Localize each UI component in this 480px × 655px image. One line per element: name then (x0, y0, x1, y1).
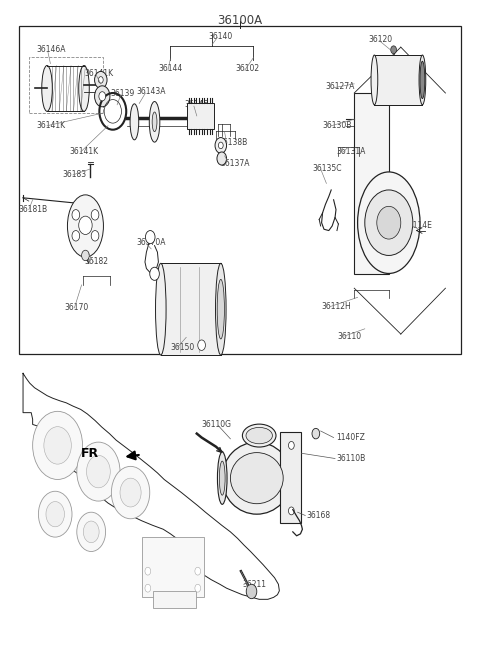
Ellipse shape (419, 55, 426, 105)
Circle shape (198, 340, 205, 350)
Circle shape (33, 411, 83, 479)
Circle shape (95, 71, 107, 88)
Ellipse shape (79, 66, 89, 111)
Bar (354, 93, 389, 274)
Ellipse shape (242, 424, 276, 447)
Bar (142, 537, 204, 597)
Circle shape (195, 584, 201, 592)
Ellipse shape (217, 279, 225, 339)
Circle shape (77, 442, 120, 501)
Ellipse shape (156, 263, 166, 355)
Bar (19, 26, 461, 354)
Ellipse shape (222, 442, 292, 514)
Ellipse shape (149, 102, 160, 142)
Text: 36143A: 36143A (137, 87, 166, 96)
Text: 36102: 36102 (235, 64, 259, 73)
Bar (29, 57, 103, 113)
Text: 36141K: 36141K (70, 147, 99, 157)
Circle shape (111, 466, 150, 519)
Ellipse shape (230, 453, 283, 504)
Text: 36110B: 36110B (336, 454, 365, 463)
Circle shape (365, 190, 413, 255)
Ellipse shape (67, 195, 104, 257)
Text: 36170A: 36170A (137, 238, 166, 247)
Circle shape (44, 426, 72, 464)
Circle shape (217, 152, 227, 165)
Ellipse shape (152, 112, 157, 132)
Ellipse shape (217, 452, 227, 504)
Text: 36181B: 36181B (18, 205, 48, 214)
Circle shape (84, 521, 99, 542)
Text: 36145: 36145 (185, 100, 209, 109)
Text: 36146A: 36146A (36, 45, 65, 54)
Bar (187, 103, 214, 129)
Text: 36138B: 36138B (218, 138, 248, 147)
Circle shape (150, 267, 159, 280)
Ellipse shape (130, 103, 139, 140)
Text: 36182: 36182 (84, 257, 108, 267)
Bar (374, 55, 422, 105)
Text: 36100A: 36100A (217, 14, 263, 28)
Text: 36139: 36139 (110, 88, 135, 98)
Text: 36112H: 36112H (322, 302, 351, 311)
Circle shape (215, 138, 227, 153)
Ellipse shape (246, 427, 273, 444)
Text: FR: FR (81, 447, 99, 460)
Bar (161, 263, 221, 355)
Text: 36120: 36120 (369, 35, 393, 44)
Text: 36183: 36183 (62, 170, 86, 179)
Circle shape (288, 507, 294, 515)
Text: 36170: 36170 (65, 303, 89, 312)
Ellipse shape (420, 61, 425, 98)
Text: 36141K: 36141K (36, 121, 65, 130)
Circle shape (145, 584, 151, 592)
Bar (153, 591, 196, 608)
Circle shape (46, 502, 64, 527)
Ellipse shape (42, 66, 52, 111)
Ellipse shape (216, 263, 226, 355)
Ellipse shape (358, 172, 420, 274)
Circle shape (95, 86, 110, 107)
Bar (19, 360, 461, 648)
Text: 36141K: 36141K (84, 69, 113, 78)
Circle shape (98, 77, 103, 83)
Text: 36127A: 36127A (325, 82, 355, 91)
Circle shape (99, 92, 106, 101)
Circle shape (91, 210, 99, 220)
Circle shape (72, 210, 80, 220)
Text: 36110G: 36110G (202, 420, 231, 429)
Text: 36150: 36150 (170, 343, 195, 352)
Circle shape (120, 478, 141, 507)
Circle shape (288, 441, 294, 449)
Circle shape (145, 567, 151, 575)
Circle shape (86, 455, 110, 488)
Text: 36130B: 36130B (323, 121, 352, 130)
Text: 36140: 36140 (209, 31, 233, 41)
Text: 36168: 36168 (306, 511, 330, 520)
Circle shape (77, 512, 106, 552)
Circle shape (377, 206, 401, 239)
Bar (280, 432, 301, 523)
Circle shape (79, 216, 92, 234)
Circle shape (312, 428, 320, 439)
Text: 36135C: 36135C (312, 164, 341, 174)
Circle shape (218, 142, 223, 149)
Ellipse shape (371, 55, 378, 105)
Text: 36110: 36110 (337, 331, 361, 341)
Circle shape (145, 231, 155, 244)
Text: 36114E: 36114E (403, 221, 432, 231)
Circle shape (82, 250, 89, 261)
Circle shape (246, 584, 257, 599)
Circle shape (72, 231, 80, 241)
Ellipse shape (219, 461, 225, 495)
Text: 36144: 36144 (158, 64, 183, 73)
Text: 36211: 36211 (242, 580, 266, 589)
Circle shape (195, 567, 201, 575)
Circle shape (38, 491, 72, 537)
Circle shape (391, 46, 396, 54)
Text: 36131A: 36131A (336, 147, 365, 157)
Circle shape (91, 231, 99, 241)
Text: 36137A: 36137A (221, 159, 250, 168)
Text: 1140FZ: 1140FZ (336, 433, 365, 442)
